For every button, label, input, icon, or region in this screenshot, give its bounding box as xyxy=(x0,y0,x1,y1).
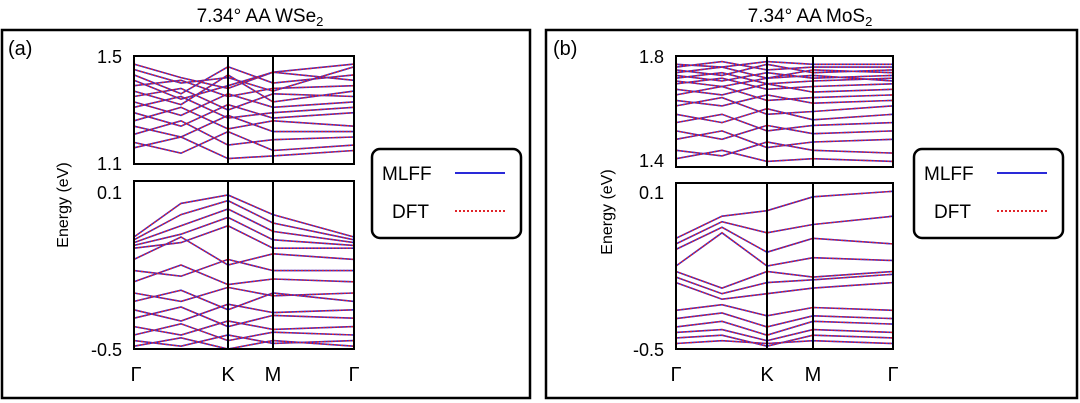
panel-b-lower-mlff-band-2 xyxy=(675,226,894,254)
panel-b-lower-dft-band-4 xyxy=(675,270,894,289)
panel-a-legend-dft-label: DFT xyxy=(392,202,429,223)
panel-b: 7.34° AA MoS2 (b) 1.8 1.4 0.1 -0.5 Energ… xyxy=(544,6,1079,400)
panel-b-legend-dft-label: DFT xyxy=(934,202,971,223)
panel-b-lower-mlff-band-6 xyxy=(675,281,894,301)
panel-b-upper-dft-band-12 xyxy=(675,107,894,124)
panel-b-ytick-upper-top: 1.8 xyxy=(639,47,664,67)
panel-b-lower-dft-band-8 xyxy=(675,312,894,328)
panel-b-legend: MLFF DFT xyxy=(912,147,1065,240)
panel-b-ytick-lower-bottom: -0.5 xyxy=(633,340,664,360)
panel-a-upper-dft-band-2 xyxy=(133,66,355,95)
panel-b-lower-dft-band-3 xyxy=(675,231,894,267)
panel-b-lower-dft-band-9 xyxy=(675,320,894,336)
panel-a-upper-dft-band-4 xyxy=(133,79,355,98)
panel-a-legend-box xyxy=(370,147,523,240)
panel-a-xtick-gamma-start: Γ xyxy=(130,364,141,386)
panel-b-ytick-lower-top: 0.1 xyxy=(639,183,664,203)
panel-a-lower-dft-band-7 xyxy=(133,264,355,286)
panel-a-upper-dft-band-0 xyxy=(133,63,355,90)
panel-a-lower-dft-band-8 xyxy=(133,286,355,303)
panel-a-upper-axes xyxy=(133,55,355,165)
panel-a-lower-axes xyxy=(133,180,355,350)
panel-b-xtick-gamma-end: Γ xyxy=(887,364,898,386)
panel-b-lower-mlff-band-0 xyxy=(675,190,894,240)
panel-a-lower-dft-band-6 xyxy=(133,258,354,277)
panel-b-upper-dft-band-16 xyxy=(675,141,894,157)
panel-b-lower-dft-band-10 xyxy=(675,328,894,342)
panel-a-ytick-upper-bottom: 1.1 xyxy=(97,154,122,174)
panel-b-lower-bands xyxy=(675,190,894,348)
panel-a-legend-mlff-label: MLFF xyxy=(382,164,432,185)
panel-b-upper-bands xyxy=(675,60,894,163)
panel-a-label: (a) xyxy=(8,38,32,60)
panel-a-lower-bands xyxy=(133,194,355,350)
panel-a-title: 7.34° AA WSe2 xyxy=(197,6,324,29)
panel-a-ylabel: Energy (eV) xyxy=(55,162,72,247)
panel-b-legend-box xyxy=(912,147,1065,240)
panel-a-xtick-gamma-end: Γ xyxy=(348,364,359,386)
panel-b-ytick-upper-bottom: 1.4 xyxy=(639,151,664,171)
panel-a-frame xyxy=(0,28,532,400)
panel-b-upper-axes xyxy=(675,55,894,168)
panel-b-xtick-k: K xyxy=(760,364,774,386)
panel-b-legend-mlff-label: MLFF xyxy=(924,164,974,185)
panel-a-upper-bands xyxy=(133,63,355,160)
panel-a-lower-dft-band-5 xyxy=(133,236,355,266)
panel-b-frame xyxy=(544,28,1079,400)
panel-a-ytick-lower-bottom: -0.5 xyxy=(91,340,122,360)
panel-b-ylabel: Energy (eV) xyxy=(599,169,616,254)
panel-b-lower-dft-band-0 xyxy=(675,190,894,239)
panel-b-title: 7.34° AA MoS2 xyxy=(748,6,873,29)
panel-b-upper-dft-band-17 xyxy=(675,149,894,163)
panel-a-upper-dft-band-9 xyxy=(133,103,355,127)
panel-a-lower-dft-band-15 xyxy=(133,337,355,350)
panel-a-ytick-lower-top: 0.1 xyxy=(97,183,122,203)
panel-b-xtick-gamma-start: Γ xyxy=(670,364,681,386)
panel-b-label: (b) xyxy=(553,38,577,60)
panel-b-lower-axes xyxy=(675,182,894,350)
panel-b-lower-mlff-band-3 xyxy=(675,231,894,267)
panel-a-lower-mlff-band-10 xyxy=(133,303,355,322)
panel-a-xtick-k: K xyxy=(221,364,235,386)
panel-a-xtick-m: M xyxy=(265,364,282,386)
panel-a: 7.34° AA WSe2 (a) 1.5 1.1 0.1 -0.5 Energ… xyxy=(0,6,532,400)
panel-b-lower-mlff-band-1 xyxy=(675,215,894,245)
panel-a-lower-dft-band-12 xyxy=(133,320,355,336)
panel-a-upper-dft-band-10 xyxy=(133,106,355,130)
panel-a-ytick-upper-top: 1.5 xyxy=(97,47,122,67)
panel-b-xtick-m: M xyxy=(805,364,822,386)
panel-b-lower-dft-band-2 xyxy=(675,226,894,253)
panel-a-legend: MLFF DFT xyxy=(370,147,523,240)
panel-b-lower-dft-band-6 xyxy=(675,281,894,300)
panel-a-lower-mlff-band-6 xyxy=(133,258,354,278)
panel-a-upper-dft-band-7 xyxy=(133,93,355,117)
